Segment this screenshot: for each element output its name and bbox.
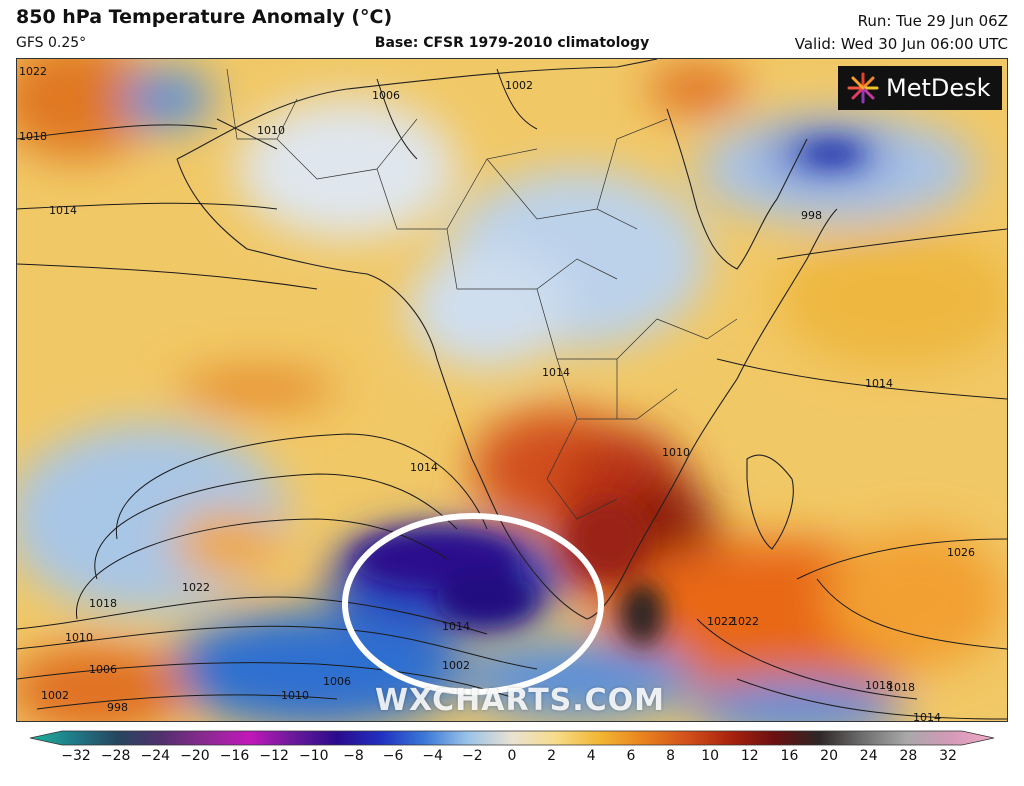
- coastlines: [176, 59, 838, 620]
- colorbar-tick-label: −2: [462, 748, 483, 764]
- colorbar-tick-label: −12: [259, 748, 289, 764]
- isobar-label: 1018: [865, 679, 893, 692]
- anomaly-field-cores: [352, 144, 862, 646]
- colorbar-tick-label: 2: [547, 748, 557, 764]
- anomaly-map: 1022 1018 1014 1010 1006 1002 998 1014 1…: [16, 58, 1008, 722]
- colorbar-tick-label: −16: [219, 748, 250, 764]
- isobar-label: 1006: [372, 89, 400, 102]
- isobar-label: 1006: [89, 663, 117, 676]
- chart-title: 850 hPa Temperature Anomaly (°C): [16, 6, 393, 28]
- isobar-label: 1010: [65, 631, 93, 644]
- isobar-label: 1014: [913, 711, 941, 721]
- isobar-label: 1022: [707, 615, 735, 628]
- isobar-label: 1006: [323, 675, 351, 688]
- metdesk-logo-text: MetDesk: [886, 74, 991, 102]
- colorbar-strip: [29, 730, 995, 746]
- run-time-label: Run: Tue 29 Jun 06Z: [857, 12, 1008, 30]
- colorbar-tick-label: 8: [666, 748, 675, 764]
- colorbar-tick-label: 28: [899, 748, 918, 764]
- isobar-label: 1002: [41, 689, 69, 702]
- watermark: WXCHARTS.COM: [374, 683, 666, 718]
- colorbar-tick-label: −24: [140, 748, 171, 764]
- isobar-label: 1022: [182, 581, 210, 594]
- isobar-label: 1002: [505, 79, 533, 92]
- colorbar-tick-label: −6: [382, 748, 404, 764]
- colorbar-tick-label: −4: [422, 748, 444, 764]
- colorbar-tick-label: 24: [859, 748, 878, 764]
- isobar-label: 1002: [442, 659, 470, 672]
- isobar-label: 1018: [887, 681, 915, 694]
- colorbar-tick-label: 6: [626, 748, 636, 764]
- colorbar-tick-label: 12: [740, 748, 759, 764]
- colorbar-ticks: −32 −28 −24 −20 −16 −12 −10 −8 −6 −4 −2 0 2 4 6 8 10 12 16…: [0, 748, 1024, 774]
- colorbar-tick-label: 4: [586, 748, 596, 764]
- isobar-label: 1014: [442, 620, 470, 633]
- chart-header: 850 hPa Temperature Anomaly (°C) GFS 0.2…: [0, 0, 1024, 58]
- colorbar-tick-label: 10: [701, 748, 720, 764]
- colorbar-tick-label: −20: [180, 748, 210, 764]
- isobar-label: 1022: [19, 65, 47, 78]
- anomaly-field-blobs: [17, 59, 1007, 721]
- valid-time-label: Valid: Wed 30 Jun 06:00 UTC: [794, 35, 1008, 53]
- isobar-label: 1022: [731, 615, 759, 628]
- isobar-label: 1014: [49, 204, 77, 217]
- isobar-label: 1010: [662, 446, 690, 459]
- colorbar-tick-label: −10: [299, 748, 329, 764]
- isobar-label: 1018: [19, 130, 47, 143]
- highlight-ellipse: [342, 513, 604, 695]
- metdesk-logo: MetDesk: [838, 66, 1002, 110]
- isobars: [17, 68, 1007, 720]
- isobar-label: 1014: [410, 461, 438, 474]
- isobar-label: 1010: [281, 689, 309, 702]
- isobar-labels: 1022 1018 1014 1010 1006 1002 998 1014 1…: [19, 65, 975, 721]
- isobar-label: 1010: [257, 124, 285, 137]
- climatology-base-label: Base: CFSR 1979-2010 climatology: [374, 35, 650, 51]
- metdesk-logo-icon: [847, 72, 879, 104]
- colorbar-shape: [29, 730, 995, 746]
- map-canvas: 1022 1018 1014 1010 1006 1002 998 1014 1…: [17, 59, 1007, 721]
- colorbar: [0, 728, 1024, 786]
- isobar-label: 998: [801, 209, 822, 222]
- isobar-label: 1014: [542, 366, 570, 379]
- colorbar-tick-label: −8: [343, 748, 364, 764]
- isobar-label: 1026: [947, 546, 975, 559]
- isobar-label: 1014: [865, 377, 893, 390]
- colorbar-tick-label: 0: [507, 748, 517, 764]
- colorbar-tick-label: 20: [820, 748, 838, 764]
- isobar-label: 1018: [89, 597, 117, 610]
- colorbar-tick-label: −28: [100, 748, 131, 764]
- colorbar-tick-label: −32: [61, 748, 91, 764]
- colorbar-tick-label: 16: [780, 748, 799, 764]
- model-label: GFS 0.25°: [16, 35, 87, 51]
- isobar-label: 998: [107, 701, 128, 714]
- colorbar-tick-label: 32: [939, 748, 957, 764]
